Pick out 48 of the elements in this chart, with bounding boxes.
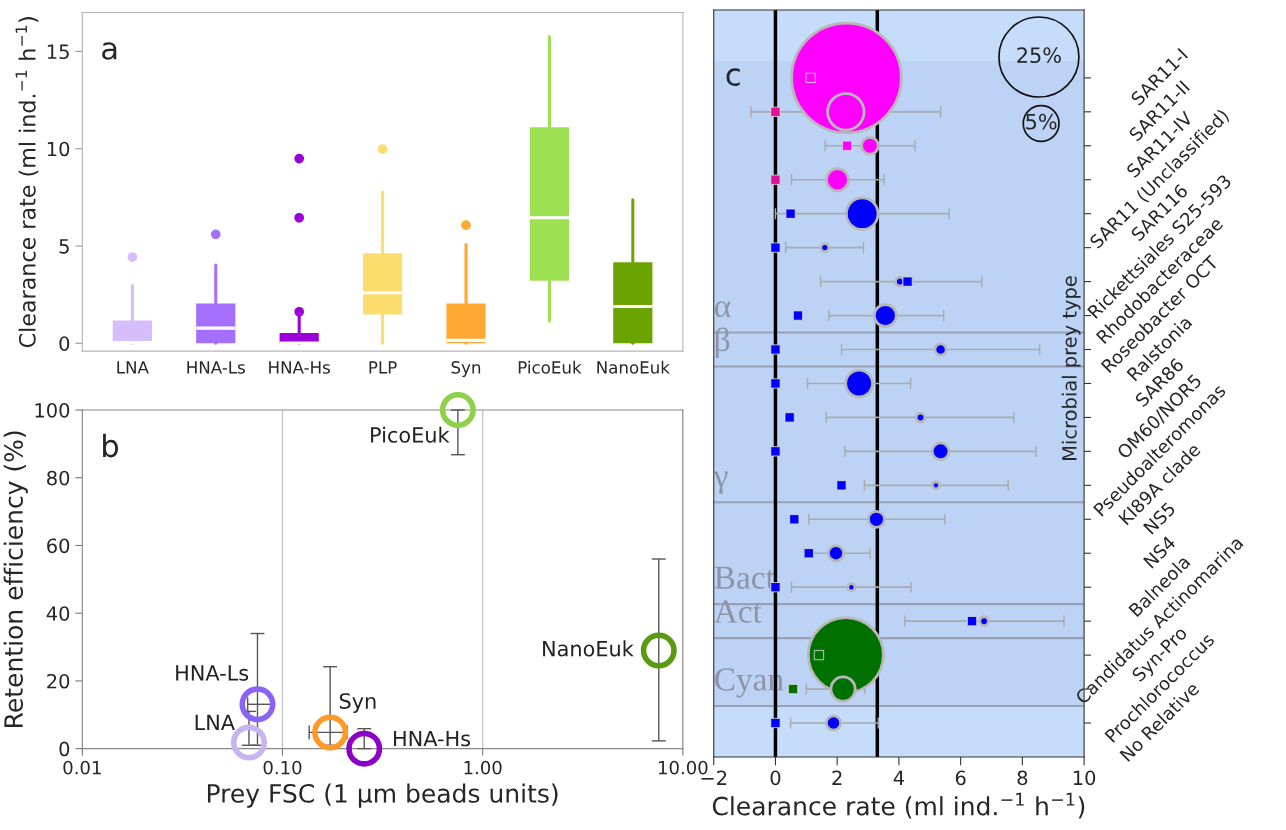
- y-axis-title: Microbial prey type: [1061, 276, 1081, 460]
- point: [787, 683, 799, 695]
- x-axis-title: Clearance rate (ml ind.$^{−1}$ h$^{−1}$): [712, 792, 1085, 819]
- annotation: b: [103, 433, 119, 458]
- x-tick-label: NanoEuk: [597, 360, 670, 374]
- series-label: NanoEuk: [543, 640, 634, 657]
- x-tick-label: 2: [832, 770, 842, 785]
- y-axis-title: Retention efficiency (%): [3, 431, 28, 727]
- y-tick-label: 40: [46, 606, 70, 621]
- series-label: HNA-Ls: [176, 665, 249, 681]
- y-tick-label: 20: [47, 673, 70, 689]
- series-label: PicoEuk: [371, 426, 450, 443]
- x-tick-label: LNA: [117, 361, 149, 374]
- x-tick-label: 4: [893, 770, 905, 785]
- legend-label: 25%: [1017, 47, 1061, 64]
- x-tick-label: 0: [770, 770, 781, 786]
- band-label: Act: [714, 600, 762, 623]
- x-tick-label: 6: [955, 770, 966, 786]
- point: [966, 616, 978, 627]
- x-tick-label: Syn: [451, 361, 481, 377]
- x-tick-label: 0.10: [263, 760, 302, 775]
- series-label: HNA-Hs: [394, 730, 471, 747]
- y-tick-label: 10: [47, 141, 70, 157]
- annotation: a: [102, 42, 117, 60]
- x-tick-label: HNA-Ls: [187, 361, 245, 374]
- x-tick-label: 10: [1073, 770, 1096, 786]
- band-label: α: [715, 301, 731, 318]
- y-tick-label: 0: [59, 336, 70, 351]
- x-tick-label: HNA-Hs: [269, 361, 330, 374]
- x-tick-label: PLP: [369, 361, 397, 374]
- y-tick-label: 80: [47, 470, 70, 486]
- x-tick-label: 8: [1017, 770, 1028, 786]
- series-label: Syn: [339, 693, 376, 713]
- band-label: β: [715, 327, 730, 358]
- series-label: LNA: [195, 714, 235, 730]
- x-tick-label: 1.00: [464, 760, 502, 775]
- x-tick-label: PicoEuk: [518, 360, 582, 374]
- y-tick-label: 60: [47, 538, 70, 554]
- y-tick-label: 100: [35, 402, 70, 418]
- point: [813, 650, 825, 661]
- annotation: c: [726, 68, 740, 86]
- y-tick-label: 15: [47, 44, 69, 60]
- y-axis-title: Clearance rate (ml ind.$^{−1}$ h$^{−1}$): [15, 17, 39, 348]
- legend-label: 5%: [1026, 113, 1057, 130]
- x-axis-title: Prey FSC (1 µm beads units): [207, 783, 558, 808]
- x-tick-label: 0.01: [63, 760, 101, 775]
- y-tick-label: 0: [59, 741, 70, 757]
- y-tick-label: 5: [59, 239, 69, 254]
